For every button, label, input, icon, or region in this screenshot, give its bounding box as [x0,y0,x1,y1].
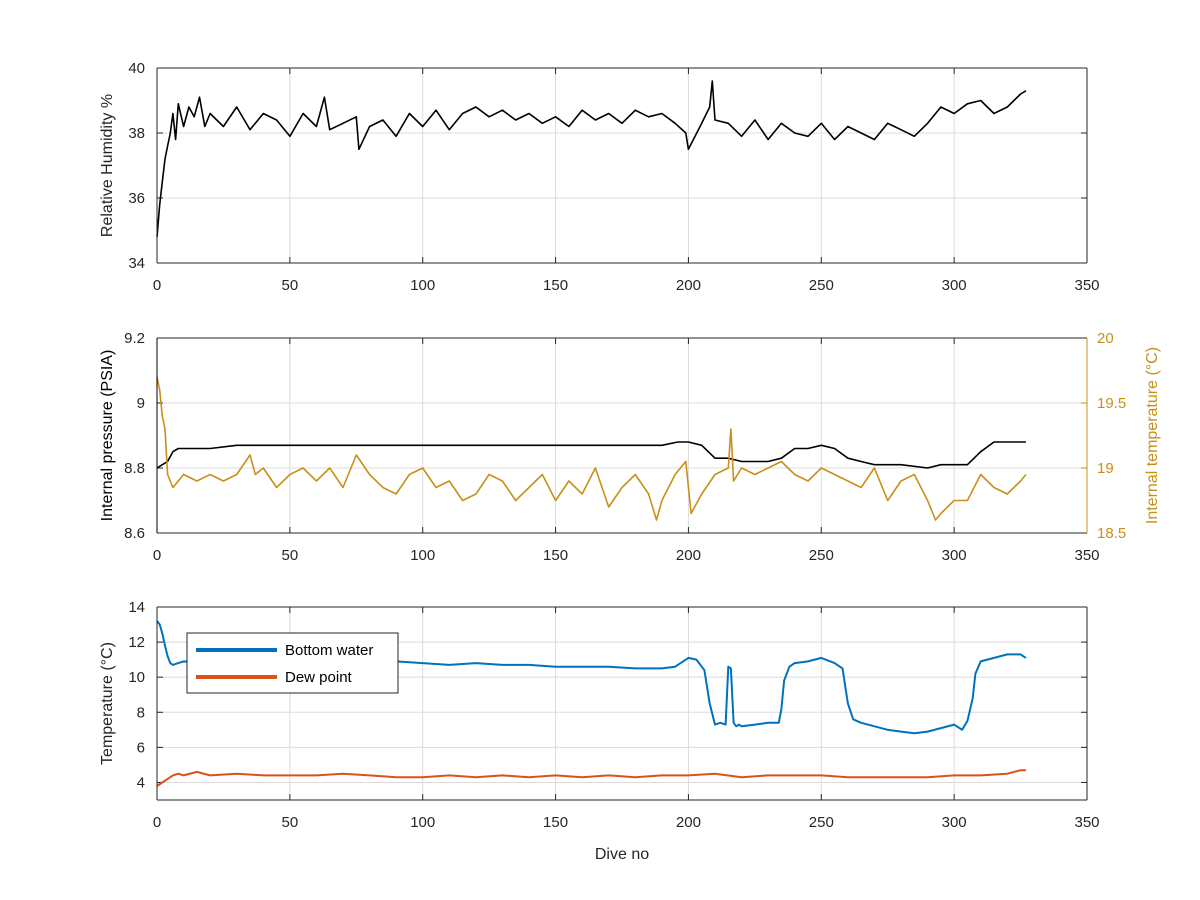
y-axis-title: Internal pressure (PSIA) [99,350,116,522]
legend: Bottom water Dew point [186,632,399,694]
y-axis-title: Relative Humidity % [99,94,116,237]
x-tick-label: 150 [543,814,568,831]
right-y-tick-label: 20 [1097,330,1114,347]
chart-panel-3: Bottom water Dew point [156,606,1088,801]
y-tick-label: 38 [128,125,145,142]
x-tick-label: 250 [809,277,834,294]
right-y-tick-label: 19 [1097,460,1114,477]
x-tick-label: 100 [410,547,435,564]
y-axis-title: Temperature (°C) [99,642,116,765]
series-line-dew-point [156,769,1026,787]
x-tick-label: 100 [410,277,435,294]
x-axis-title: Dive no [595,846,649,863]
x-tick-label: 200 [676,547,701,564]
series-line-2 [156,376,1027,521]
y-tick-label: 4 [137,774,145,791]
series-line-1 [156,441,1026,469]
x-tick-label: 100 [410,814,435,831]
x-tick-label: 50 [282,277,299,294]
y-tick-label: 12 [128,634,145,651]
x-tick-label: 250 [809,814,834,831]
y-tick-label: 36 [128,190,145,207]
y-tick-label: 14 [128,599,145,616]
series-line-1 [156,80,1027,238]
y-tick-label: 10 [128,669,145,686]
x-tick-label: 150 [543,547,568,564]
x-tick-label: 250 [809,547,834,564]
x-tick-label: 350 [1074,277,1099,294]
legend-label: Bottom water [285,642,373,659]
y-tick-label: 8.8 [124,460,145,477]
y-tick-label: 34 [128,255,145,272]
right-y-tick-label: 18.5 [1097,525,1126,542]
y-tick-label: 9.2 [124,330,145,347]
y-tick-label: 8.6 [124,525,145,542]
x-tick-label: 0 [153,814,161,831]
right-y-axis-title: Internal temperature (°C) [1144,347,1161,524]
x-tick-label: 0 [153,547,161,564]
x-tick-label: 150 [543,277,568,294]
y-tick-label: 9 [137,395,145,412]
chart-panel-2 [156,337,1088,534]
x-tick-label: 50 [282,547,299,564]
chart-panel-1 [156,67,1088,264]
legend-label: Dew point [285,669,353,686]
x-tick-label: 200 [676,814,701,831]
x-tick-label: 0 [153,277,161,294]
right-y-tick-label: 19.5 [1097,395,1126,412]
y-tick-label: 6 [137,739,145,756]
x-tick-label: 300 [942,814,967,831]
x-tick-label: 300 [942,277,967,294]
x-tick-label: 50 [282,814,299,831]
x-tick-label: 350 [1074,814,1099,831]
y-tick-label: 8 [137,704,145,721]
x-tick-label: 350 [1074,547,1099,564]
x-tick-label: 200 [676,277,701,294]
y-tick-label: 40 [128,60,145,77]
legend-box [186,632,399,694]
x-tick-label: 300 [942,547,967,564]
